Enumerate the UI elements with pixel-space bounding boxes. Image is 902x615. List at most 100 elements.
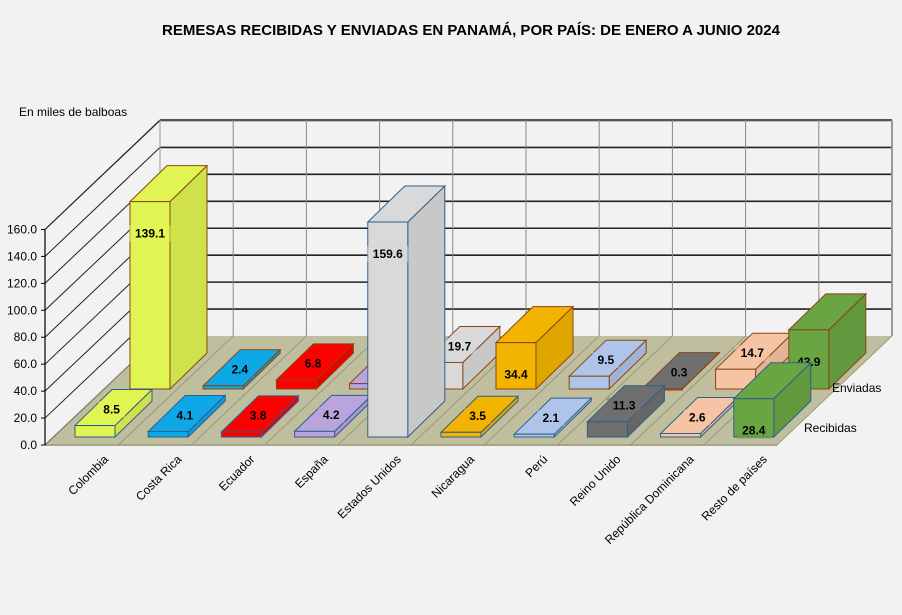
category-label: Perú: [522, 452, 550, 480]
data-label-bg: [592, 352, 620, 369]
data-label: 2.1: [543, 411, 560, 425]
category-labels: Colombia Costa Rica Ecuador España Estados U…: [65, 452, 770, 547]
bar-front: [294, 430, 336, 438]
bar-front: [147, 430, 189, 438]
data-label-bg: [537, 409, 565, 426]
bar-recibidas: 4.2: [293, 394, 373, 439]
y-tick-label: 80.0: [14, 330, 38, 344]
bar-enviadas: 0.3: [641, 351, 721, 391]
category-label: Ecuador: [216, 452, 258, 494]
data-label-bg: [299, 355, 327, 372]
bar-enviadas: 139.1: [128, 164, 209, 391]
data-label: 11.3: [613, 399, 636, 413]
data-label: 28.4: [742, 424, 766, 438]
bar-front: [202, 385, 244, 390]
data-label-bg: [367, 246, 409, 263]
bar-recibidas: 2.6: [659, 396, 739, 439]
floor-divider: [483, 335, 600, 446]
category-label: Nicaragua: [429, 452, 478, 501]
data-label: 34.4: [504, 368, 528, 382]
bar-recibidas: 3.8: [220, 394, 300, 439]
bar-enviadas: 9.5: [567, 339, 648, 391]
data-label: 139.1: [135, 227, 165, 241]
bar-recibidas: 2.1: [512, 396, 593, 439]
y-tick-label: 140.0: [7, 249, 37, 263]
data-label-bg: [226, 361, 254, 378]
data-label-bg: [129, 225, 171, 242]
series-label-recibidas: Recibidas: [804, 421, 857, 435]
data-label: 19.7: [448, 339, 472, 353]
category-label: España: [292, 452, 331, 491]
category-label: Reino Unido: [567, 452, 624, 509]
series-labels: Enviadas Recibidas: [804, 381, 881, 435]
bar-recibidas: 3.5: [439, 395, 520, 439]
data-label: 4.1: [177, 408, 194, 422]
bar-recibidas: 28.4: [732, 361, 813, 439]
data-label-bg: [98, 401, 126, 418]
floor-divider: [264, 335, 380, 446]
floor-divider: [630, 335, 746, 446]
data-label: 4.2: [323, 408, 340, 422]
data-label: 2.6: [689, 410, 706, 424]
y-tick-label: 20.0: [14, 411, 38, 425]
bar-front: [220, 431, 262, 438]
y-tick-label: 40.0: [14, 384, 38, 398]
data-label: 14.7: [741, 346, 765, 360]
bar-enviadas: 43.9: [787, 292, 868, 391]
y-tick-label: 160.0: [7, 222, 37, 236]
chart-title: REMESAS RECIBIDAS Y ENVIADAS EN PANAMÁ, …: [162, 22, 781, 39]
data-label: 8.5: [103, 402, 120, 416]
y-axis-ticks: 0.0 20.0 40.0 60.0 80.0 100.0 120.0 140.0 160.0: [7, 222, 46, 452]
data-label: 9.5: [598, 353, 615, 367]
bar-side: [407, 184, 446, 439]
data-label: 2.4: [232, 363, 249, 377]
bar-side: [169, 164, 208, 391]
bar-recibidas: 8.5: [73, 388, 154, 439]
floor-divider: [191, 335, 307, 446]
data-label-bg: [171, 407, 199, 424]
bar-front: [660, 432, 702, 438]
data-label: 6.8: [305, 357, 322, 371]
bar-front: [440, 431, 482, 438]
bar-front: [586, 421, 628, 438]
data-label-bg: [317, 407, 345, 424]
side-top: [44, 119, 161, 230]
data-label-bg: [464, 408, 492, 425]
category-label: Estados Unidos: [335, 452, 404, 521]
bar-enviadas: 2.4: [201, 348, 282, 391]
data-label-bg: [499, 366, 533, 383]
series-label-enviadas: Enviadas: [832, 381, 881, 395]
data-label: 0.3: [671, 365, 688, 379]
bar-front: [275, 379, 317, 390]
bar-recibidas: 159.6: [366, 184, 447, 439]
floor-divider: [557, 335, 673, 446]
category-label: Resto de países: [699, 452, 770, 523]
bar-enviadas: 34.4: [494, 305, 575, 391]
y-tick-label: 120.0: [7, 276, 37, 290]
data-label-bg: [683, 409, 711, 426]
bar-recibidas: 4.1: [146, 394, 227, 439]
category-label: Costa Rica: [133, 452, 185, 504]
bar-front: [513, 433, 555, 438]
data-label: 3.8: [250, 409, 267, 423]
data-label-bg: [607, 397, 642, 414]
bar-front: [74, 425, 116, 438]
bars: 139.12.46.84.019.734.49.50.314.743.98.54…: [73, 164, 868, 439]
y-tick-label: 60.0: [14, 357, 38, 371]
gridline-side: [44, 147, 161, 257]
y-axis-label: En miles de balboas: [19, 105, 127, 119]
y-tick-label: 0.0: [20, 438, 37, 452]
data-label-bg: [442, 338, 477, 355]
category-label: Colombia: [65, 452, 111, 498]
floor-divider: [776, 335, 893, 446]
data-label-bg: [244, 407, 272, 424]
bar-enviadas: 6.8: [275, 342, 355, 391]
data-label: 3.5: [469, 409, 486, 423]
data-label-bg: [736, 422, 771, 439]
data-label-bg: [735, 344, 770, 361]
data-label-bg: [665, 364, 693, 381]
data-label: 159.6: [373, 247, 403, 261]
bar-recibidas: 11.3: [586, 384, 666, 439]
floor-divider: [117, 335, 234, 446]
